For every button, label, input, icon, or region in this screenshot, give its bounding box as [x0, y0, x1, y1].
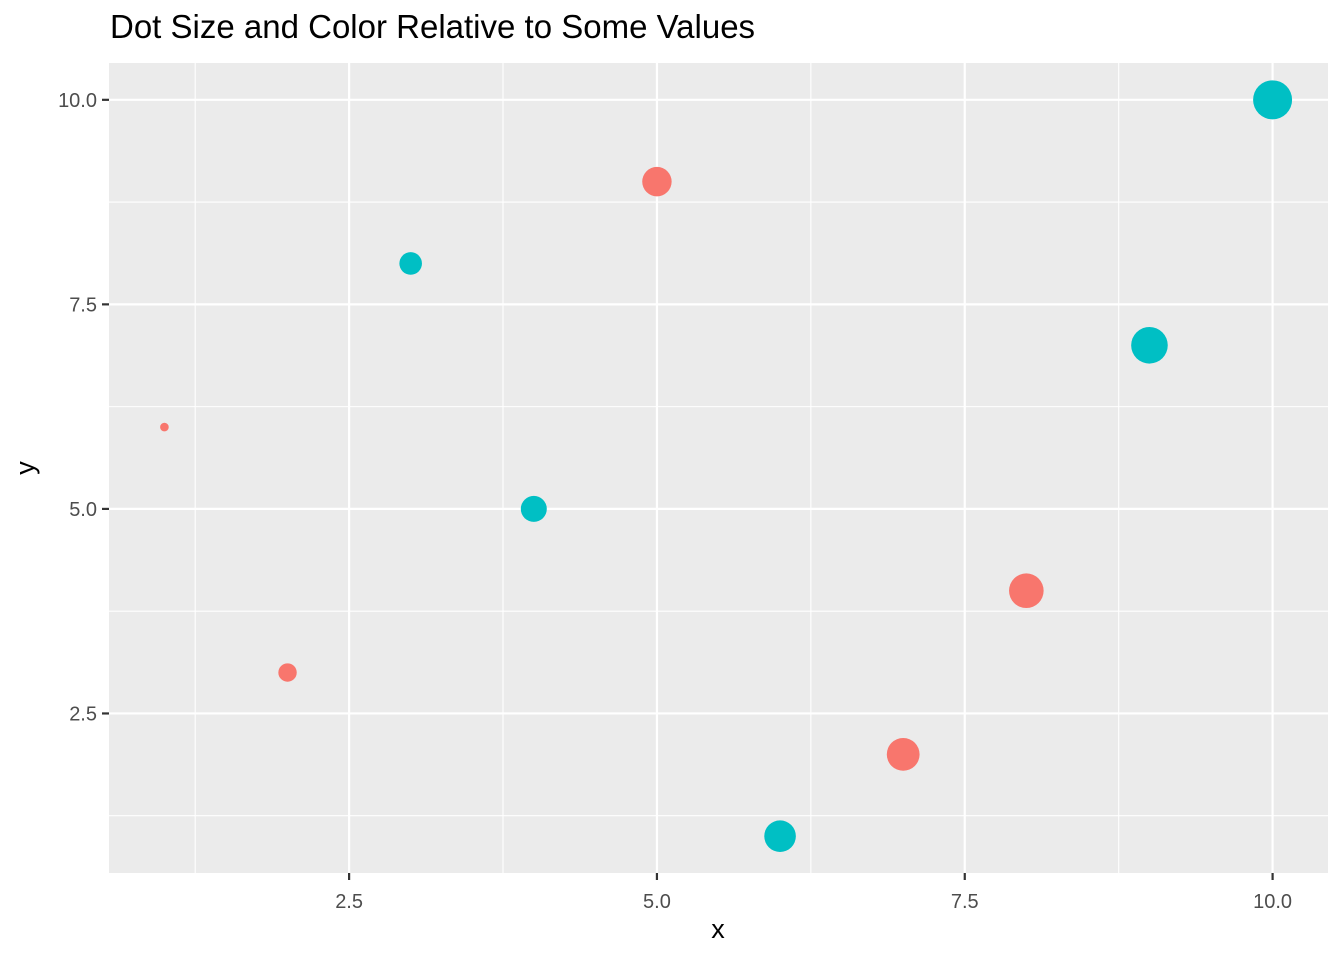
x-tick-label: 5.0: [643, 891, 671, 913]
data-point: [278, 663, 297, 682]
data-point: [1009, 573, 1044, 609]
plot-panel: [109, 63, 1328, 873]
data-point: [1253, 80, 1293, 120]
data-point: [160, 422, 169, 432]
x-axis: 2.5 5.0 7.5 10.0: [335, 873, 1292, 913]
y-tick-label: 5.0: [69, 499, 97, 521]
chart-title: Dot Size and Color Relative to Some Valu…: [110, 8, 755, 45]
y-tick-label: 10.0: [58, 90, 97, 112]
data-point: [642, 166, 672, 197]
data-points: [160, 80, 1293, 852]
x-axis-title: x: [711, 914, 725, 944]
data-point: [1131, 326, 1168, 364]
x-tick-label: 7.5: [951, 891, 979, 913]
gridlines-major: [109, 63, 1328, 873]
x-tick-label: 10.0: [1253, 891, 1292, 913]
y-axis-title: y: [10, 461, 40, 475]
data-point: [886, 737, 920, 771]
x-tick-label: 2.5: [335, 891, 363, 913]
data-point: [399, 252, 422, 275]
y-tick-label: 7.5: [69, 294, 97, 316]
y-tick-label: 2.5: [69, 703, 97, 725]
data-point: [520, 495, 547, 522]
gridlines-minor: [109, 63, 1328, 873]
y-axis: 2.5 5.0 7.5 10.0: [58, 90, 109, 725]
data-point: [764, 820, 796, 852]
